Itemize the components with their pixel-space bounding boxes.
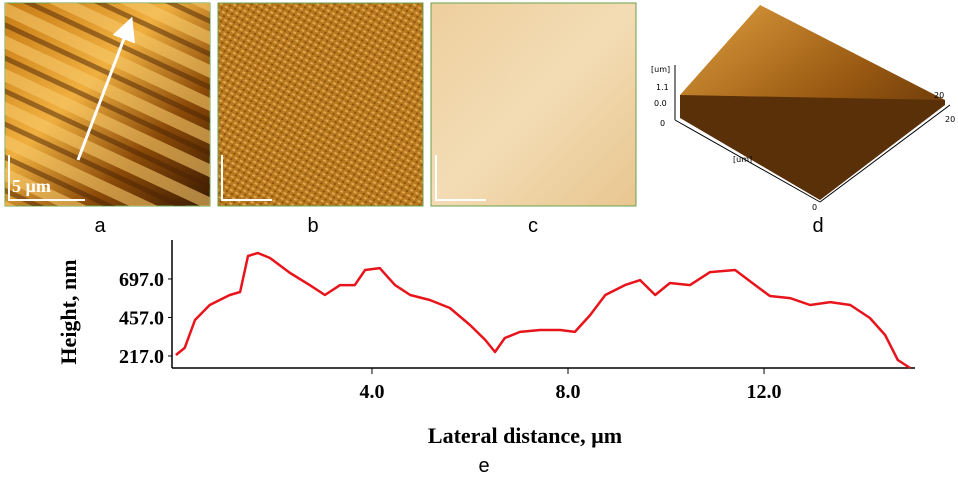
page: 5 µm Lateral distance, µm Height, nm a b c…	[0, 0, 958, 480]
y-tick-label: 697.0	[119, 269, 164, 291]
afm-image-c	[431, 3, 636, 206]
x-tick-label: 8.0	[556, 381, 581, 403]
x-tick-label: 12.0	[747, 381, 782, 403]
surface-axis-label: 1.1	[656, 83, 669, 92]
panel-label: d	[812, 215, 823, 237]
surface-axis-label: 0.0	[654, 99, 667, 108]
y-tick-label: 457.0	[119, 307, 164, 329]
surface-axis-label: 0	[660, 119, 665, 128]
y-axis-label: Height, nm	[56, 259, 81, 364]
panel-label: a	[94, 215, 106, 237]
panel-label: c	[528, 215, 538, 237]
surface-axis-label: [um]	[733, 155, 752, 164]
panel-label: b	[307, 215, 318, 237]
x-axis-label: Lateral distance, µm	[428, 423, 622, 448]
y-tick-label: 217.0	[119, 346, 164, 368]
surface-axis-label: [um]	[651, 65, 670, 74]
surface-axis-label: 20	[934, 91, 944, 100]
surface-side	[680, 95, 945, 200]
x-tick-label: 4.0	[359, 381, 384, 403]
surface-axis-label: 0	[812, 203, 817, 212]
figure: 5 µm Lateral distance, µm Height, nm a b c…	[0, 0, 958, 480]
panel-label: e	[478, 455, 489, 477]
scale-bar-label: 5 µm	[12, 176, 51, 196]
surface-axis-label: 20	[945, 115, 955, 124]
afm-image-b	[218, 3, 423, 206]
profile-line	[176, 253, 910, 368]
